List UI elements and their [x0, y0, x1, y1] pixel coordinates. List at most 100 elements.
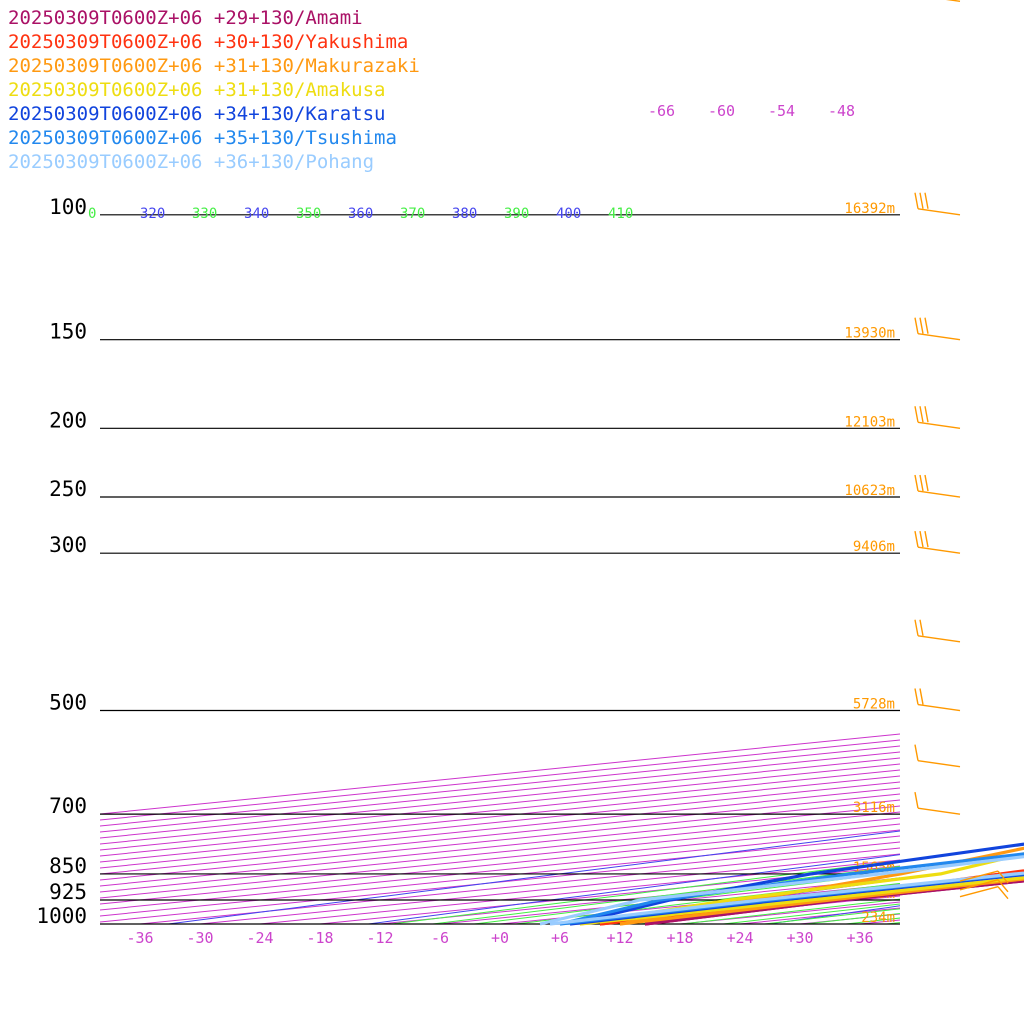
x-tick-label: +0	[491, 929, 509, 947]
isotherm-line	[319, 865, 900, 924]
moist-adiabat-line	[387, 860, 900, 924]
moist-adiabat-line	[428, 865, 900, 924]
wind-barb	[914, 531, 961, 554]
dewpoint-line	[579, 852, 1024, 926]
x-tick-label: -18	[306, 929, 333, 947]
height-label: 9406m	[853, 539, 895, 555]
isotherm-top-label: -60	[708, 102, 735, 120]
wind-barb	[914, 619, 961, 643]
pressure-label: 1000	[36, 904, 87, 928]
wind-barb	[914, 474, 961, 498]
isotherm-line	[379, 871, 900, 924]
theta-labels: 0 320 330 340 350 360 370 380 390 400 410	[88, 206, 633, 222]
legend-entry: 20250309T0600Z+06 +29+130/Amami	[8, 7, 363, 29]
legend-entry: 20250309T0600Z+06 +35+130/Tsushima	[8, 127, 397, 149]
theta-label: 360	[348, 206, 373, 222]
height-label: 12103m	[844, 414, 895, 430]
x-tick-label: +12	[606, 929, 633, 947]
moist-adiabat-line	[882, 922, 900, 924]
isotherm-top-label: -66	[648, 102, 675, 120]
pressure-label: 500	[49, 691, 87, 715]
height-label: 3116m	[853, 800, 895, 816]
theta-label: 380	[452, 206, 477, 222]
dewpoint-line	[539, 855, 1024, 926]
x-tick-label: -30	[186, 929, 213, 947]
theta-label: 350	[296, 206, 321, 222]
isotherm-line	[100, 739, 900, 821]
isotherm-grid	[100, 733, 900, 924]
moist-adiabat-line	[470, 871, 900, 924]
dry-adiabat-line	[364, 854, 900, 924]
pressure-label: 150	[49, 320, 87, 344]
x-tick-label: -24	[246, 929, 273, 947]
isotherm-line	[739, 907, 900, 924]
moist-adiabat-line	[511, 877, 900, 924]
wind-barb	[914, 792, 961, 815]
pressure-label: 925	[49, 880, 87, 904]
wind-barb	[914, 688, 961, 712]
legend-entry: 20250309T0600Z+06 +31+130/Amakusa	[8, 79, 386, 101]
isotherm-line	[859, 919, 900, 924]
isotherm-top-label: -48	[828, 102, 855, 120]
pressure-label: 850	[49, 854, 87, 878]
isotherm-line	[499, 883, 900, 924]
x-tick-label: +24	[726, 929, 753, 947]
temperature-line	[599, 877, 1024, 926]
height-labels: 16392m13930m12103m10623m9406m5728m3116m1…	[844, 201, 895, 926]
x-tick-label: -36	[126, 929, 153, 947]
isotherm-top-labels: -66 -60 -54 -48	[648, 102, 855, 120]
sounding-series	[539, 842, 1024, 926]
wind-barb	[914, 192, 961, 216]
x-tick-label: +36	[846, 929, 873, 947]
legend-entry: 20250309T0600Z+06 +30+130/Yakushima	[8, 31, 408, 53]
pressure-label: 200	[49, 408, 87, 432]
wind-barb	[959, 870, 1009, 884]
height-label: 16392m	[844, 201, 895, 217]
height-label: 234m	[861, 910, 895, 926]
wind-barb	[959, 879, 1009, 893]
theta-label: 340	[244, 206, 269, 222]
wind-barb	[914, 406, 961, 429]
x-tick-label: +18	[666, 929, 693, 947]
height-label: 10623m	[844, 483, 895, 499]
x-axis-tick-labels: -36 -30 -24 -18 -12 -6 +0 +6 +12 +18 +24 +30 +36	[126, 929, 873, 947]
temperature-line	[644, 879, 1024, 926]
theta-label: 410	[608, 206, 633, 222]
theta-label: 330	[192, 206, 217, 222]
wind-barbs	[914, 0, 1009, 900]
theta-label: 320	[140, 206, 165, 222]
temperature-line	[559, 871, 1024, 926]
pressure-label: 300	[49, 533, 87, 557]
dry-adiabat-line	[164, 830, 900, 924]
isotherm-line	[619, 895, 900, 924]
theta-label: 0	[88, 206, 96, 222]
moist-adiabat-line	[759, 908, 900, 924]
isotherm-top-label: -54	[768, 102, 795, 120]
legend: 20250309T0600Z+06 +29+130/Amami20250309T…	[8, 7, 420, 173]
temperature-line	[569, 872, 1024, 926]
moist-adiabat-line	[800, 912, 900, 924]
moist-adiabat-line	[677, 898, 900, 924]
theta-label: 370	[400, 206, 425, 222]
moist-adiabat-line	[553, 882, 900, 924]
x-tick-label: -12	[366, 929, 393, 947]
isotherm-line	[799, 913, 900, 924]
x-tick-label: +6	[551, 929, 569, 947]
wind-barb	[914, 744, 961, 768]
isotherm-line	[439, 877, 900, 924]
moist-adiabat-grid	[387, 860, 900, 924]
pressure-label: 250	[49, 477, 87, 501]
pressure-label: 700	[49, 794, 87, 818]
legend-entry: 20250309T0600Z+06 +31+130/Makurazaki	[8, 55, 420, 77]
theta-label: 400	[556, 206, 581, 222]
legend-entry: 20250309T0600Z+06 +34+130/Karatsu	[8, 103, 386, 125]
legend-entry: 20250309T0600Z+06 +36+130/Pohang	[8, 151, 374, 173]
isotherm-line	[679, 901, 900, 924]
theta-label: 390	[504, 206, 529, 222]
dry-adiabat-line	[564, 878, 900, 924]
x-tick-label: +30	[786, 929, 813, 947]
isobar-grid	[100, 214, 900, 925]
wind-barb	[959, 885, 1009, 900]
isotherm-line	[100, 733, 900, 815]
